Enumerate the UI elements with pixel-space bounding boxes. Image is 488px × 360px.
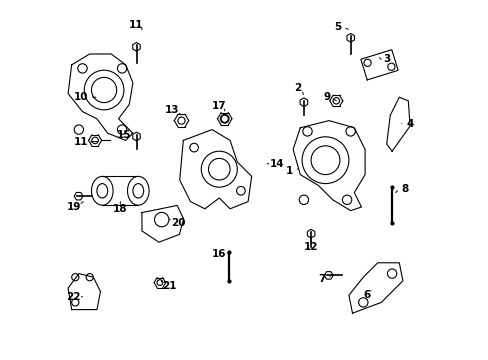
Text: 21: 21 — [162, 281, 176, 291]
Text: 9: 9 — [323, 92, 330, 102]
Text: 10: 10 — [74, 92, 88, 102]
Text: 15: 15 — [117, 130, 131, 140]
Text: 6: 6 — [363, 290, 370, 300]
Text: 8: 8 — [400, 184, 407, 194]
Text: 5: 5 — [334, 22, 341, 32]
Text: 16: 16 — [212, 249, 226, 259]
Text: 13: 13 — [165, 105, 180, 115]
Text: 12: 12 — [303, 242, 318, 252]
Text: 20: 20 — [170, 218, 185, 228]
Text: 19: 19 — [66, 202, 81, 212]
Text: 14: 14 — [269, 159, 284, 169]
Text: 1: 1 — [285, 166, 292, 176]
Text: 11: 11 — [129, 20, 143, 30]
Text: 18: 18 — [113, 204, 127, 214]
Text: 11: 11 — [74, 137, 88, 147]
Text: 17: 17 — [212, 101, 226, 111]
Text: 22: 22 — [66, 292, 81, 302]
Text: 4: 4 — [406, 119, 413, 129]
Text: 7: 7 — [318, 274, 325, 284]
Text: 3: 3 — [382, 54, 389, 64]
Text: 2: 2 — [294, 83, 301, 93]
